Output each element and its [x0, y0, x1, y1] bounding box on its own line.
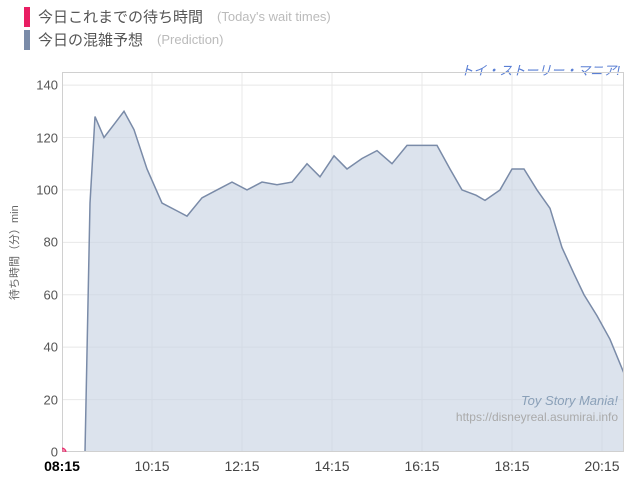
- legend-row-prediction: 今日の混雑予想 (Prediction): [24, 29, 616, 50]
- legend-row-today: 今日これまでの待ち時間 (Today's wait times): [24, 6, 616, 27]
- y-axis-label: 待ち時間（分）min: [6, 205, 22, 300]
- legend: 今日これまでの待ち時間 (Today's wait times) 今日の混雑予想…: [0, 0, 640, 54]
- legend-label-prediction-jp: 今日の混雑予想: [38, 29, 143, 50]
- legend-swatch-prediction: [24, 30, 30, 50]
- y-tick: 120: [30, 130, 58, 145]
- legend-label-today-en: (Today's wait times): [217, 9, 331, 24]
- x-tick: 10:15: [134, 458, 169, 474]
- credit-url: https://disneyreal.asumirai.info: [456, 410, 618, 424]
- x-tick: 12:15: [224, 458, 259, 474]
- legend-swatch-today: [24, 7, 30, 27]
- legend-label-today-jp: 今日これまでの待ち時間: [38, 6, 203, 27]
- y-tick: 80: [30, 235, 58, 250]
- x-tick: 14:15: [314, 458, 349, 474]
- y-tick: 40: [30, 340, 58, 355]
- y-tick: 100: [30, 182, 58, 197]
- x-tick: 20:15: [584, 458, 619, 474]
- x-tick: 16:15: [404, 458, 439, 474]
- legend-label-prediction-en: (Prediction): [157, 32, 223, 47]
- x-tick: 08:15: [44, 458, 80, 474]
- y-tick: 20: [30, 392, 58, 407]
- credit-name: Toy Story Mania!: [521, 393, 618, 408]
- y-tick: 60: [30, 287, 58, 302]
- x-tick: 18:15: [494, 458, 529, 474]
- y-tick: 140: [30, 78, 58, 93]
